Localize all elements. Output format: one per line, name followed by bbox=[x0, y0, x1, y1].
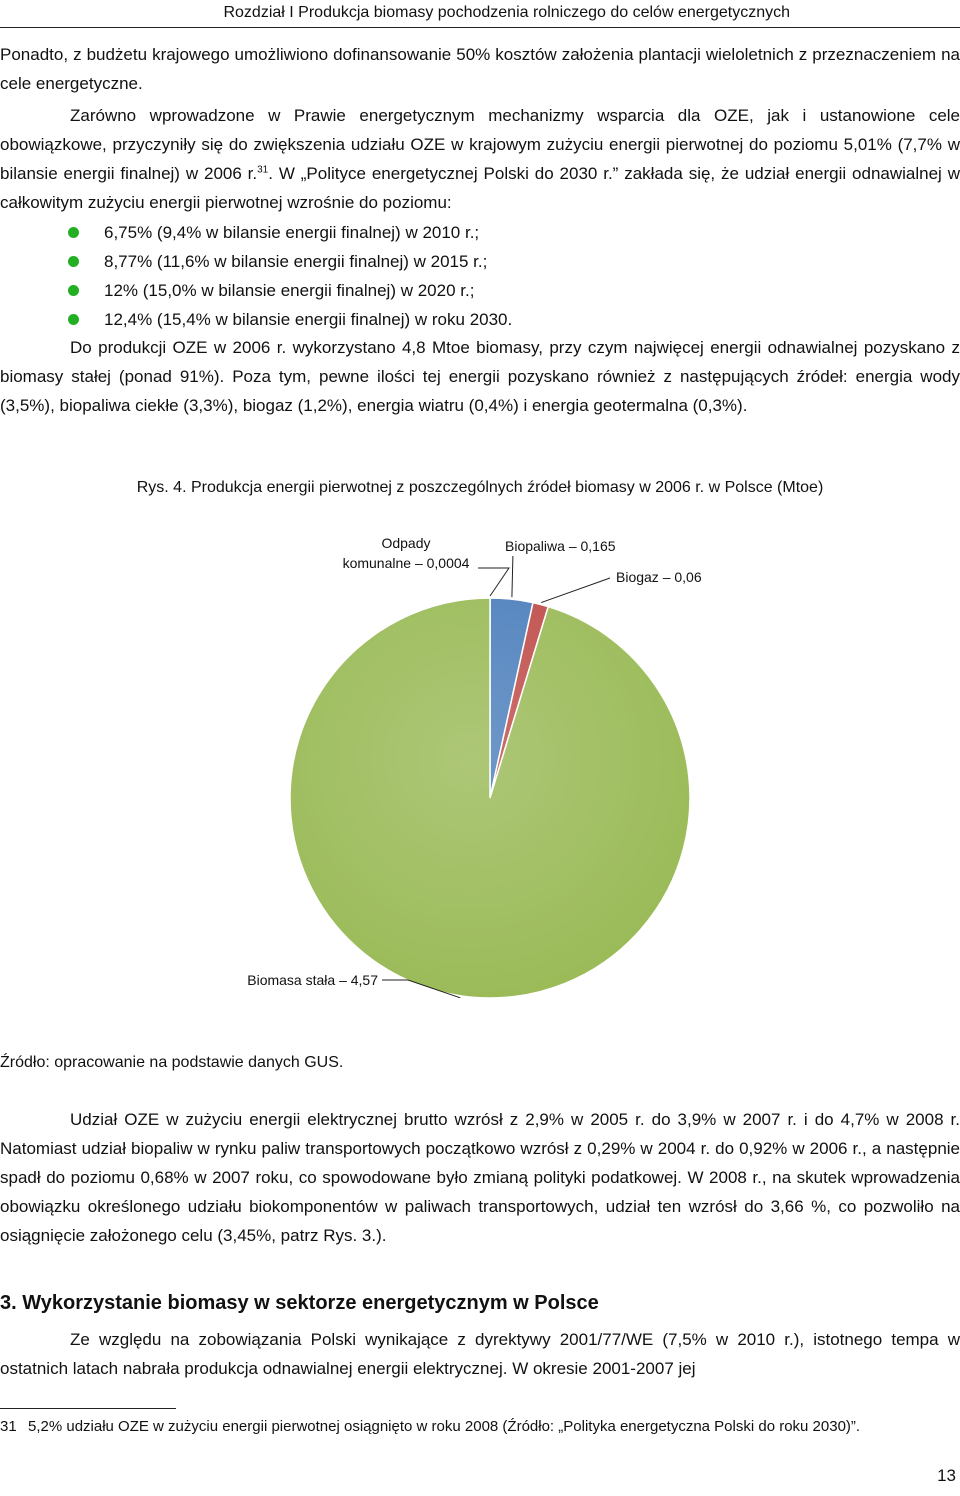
pie-slice-label: Odpady bbox=[381, 535, 430, 551]
paragraph-funding: Ponadto, z budżetu krajowego umożliwiono… bbox=[0, 45, 960, 93]
footnote: 31 5,2% udziału OZE w zużyciu energii pi… bbox=[0, 1416, 960, 1438]
footnote-text: 5,2% udziału OZE w zużyciu energii pierw… bbox=[28, 1418, 861, 1435]
bullet-dot-icon bbox=[68, 314, 79, 325]
footnote-divider bbox=[0, 1408, 176, 1409]
leader-line bbox=[540, 577, 611, 604]
leader-line bbox=[382, 979, 461, 998]
pie-slice-label: komunalne – 0,0004 bbox=[343, 555, 470, 571]
figure-caption: Rys. 4. Produkcja energii pierwotnej z p… bbox=[136, 479, 824, 496]
list-item: 8,77% (11,6% w bilansie energii finalnej… bbox=[68, 247, 512, 276]
paragraph-oze-share: Zarówno wprowadzone w Prawie energetyczn… bbox=[0, 101, 960, 217]
footnote-ref-31: 31 bbox=[257, 164, 269, 176]
list-item: 12% (15,0% w bilansie energii finalnej) … bbox=[68, 276, 512, 305]
bullet-dot-icon bbox=[68, 256, 79, 267]
bullet-dot-icon bbox=[68, 285, 79, 296]
header-divider bbox=[0, 27, 960, 28]
target-list: 6,75% (9,4% w bilansie energii finalnej)… bbox=[68, 218, 512, 334]
leader-line bbox=[511, 555, 514, 598]
paragraph-oze-share-text-after: . W „Polityce energetycznej Polski do 20… bbox=[0, 164, 960, 212]
bullet-dot-icon bbox=[68, 227, 79, 238]
list-item-text: 12% (15,0% w bilansie energii finalnej) … bbox=[104, 281, 475, 300]
figure-source: Źródło: opracowanie na podstawie danych … bbox=[0, 1054, 344, 1071]
footnote-number: 31 bbox=[0, 1418, 17, 1435]
paragraph-directive: Ze względu na zobowiązania Polski wynika… bbox=[0, 1330, 960, 1378]
pie-slice-label: Biogaz – 0,06 bbox=[616, 569, 702, 585]
leader-line bbox=[478, 567, 510, 597]
list-item-text: 8,77% (11,6% w bilansie energii finalnej… bbox=[104, 252, 488, 271]
paragraph-oze-share-text: Zarówno wprowadzone w Prawie energetyczn… bbox=[0, 106, 960, 183]
pie-chart: Odpady komunalne – 0,0004 Biopaliwa – 0,16… bbox=[247, 535, 702, 998]
list-item-text: 6,75% (9,4% w bilansie energii finalnej)… bbox=[104, 223, 480, 242]
paragraph-biomass-sources: Do produkcji OZE w 2006 r. wykorzystano … bbox=[0, 338, 960, 415]
list-item-text: 12,4% (15,4% w bilansie energii finalnej… bbox=[104, 310, 513, 329]
pie-slice-biomasa-stala bbox=[289, 597, 691, 998]
paragraph-electricity-biofuels: Udział OZE w zużyciu energii elektryczne… bbox=[0, 1110, 960, 1245]
pie-slice-label: Biomasa stała – 4,57 bbox=[247, 972, 378, 988]
list-item: 6,75% (9,4% w bilansie energii finalnej)… bbox=[68, 218, 512, 247]
page-number: 13 bbox=[937, 1466, 956, 1485]
pie-slice-label: Biopaliwa – 0,165 bbox=[505, 538, 616, 554]
section-heading: 3. Wykorzystanie biomasy w sektorze ener… bbox=[0, 1292, 599, 1314]
list-item: 12,4% (15,4% w bilansie energii finalnej… bbox=[68, 305, 512, 334]
running-header: Rozdział I Produkcja biomasy pochodzenia… bbox=[223, 4, 790, 21]
